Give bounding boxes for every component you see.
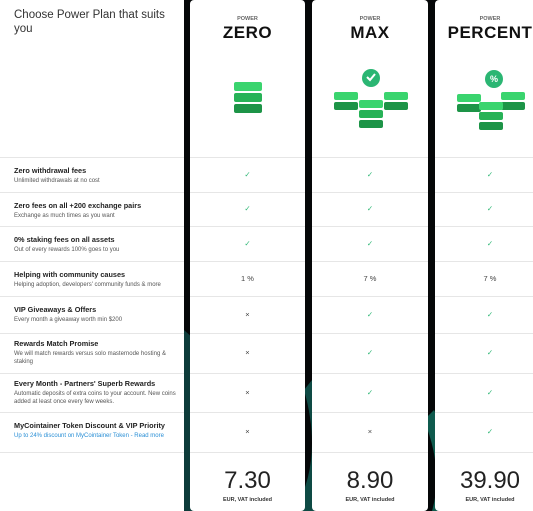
feature-value: × xyxy=(245,427,250,436)
feature-subtitle: Helping adoption, developers' community … xyxy=(14,282,161,288)
row-separator xyxy=(0,157,184,158)
feature-value: ✓ xyxy=(366,387,374,397)
row-separator xyxy=(190,412,305,413)
feature-value: ✓ xyxy=(244,169,251,179)
feature-value: ✓ xyxy=(486,169,494,179)
row-separator xyxy=(435,452,533,453)
row-separator xyxy=(312,261,428,262)
row-separator xyxy=(0,261,184,262)
plan-price: 8.90 xyxy=(346,467,394,494)
feature-title: VIP Giveaways & Offers xyxy=(14,305,97,314)
row-separator xyxy=(435,296,533,297)
row-separator xyxy=(190,226,305,227)
feature-title: Helping with community causes xyxy=(14,270,126,279)
row-separator xyxy=(190,157,305,158)
row-separator xyxy=(0,192,184,193)
row-separator xyxy=(312,412,428,413)
row-separator xyxy=(0,373,184,374)
row-separator xyxy=(0,296,184,297)
feature-value: 1 % xyxy=(241,273,254,283)
row-separator xyxy=(312,226,428,227)
feature-value: ✓ xyxy=(486,309,494,319)
feature-value: ✓ xyxy=(366,348,374,357)
row-separator xyxy=(435,157,533,158)
page-title: Choose Power Plan that suits you xyxy=(14,9,165,35)
plan-name: PERCENT xyxy=(447,23,533,42)
feature-column: Choose Power Plan that suits you xyxy=(0,0,184,511)
row-separator xyxy=(435,373,533,374)
plan-card: % xyxy=(435,0,533,511)
plan-icon xyxy=(334,69,408,128)
plan-name: MAX xyxy=(350,23,390,42)
row-separator xyxy=(190,452,305,453)
feature-value: × xyxy=(367,427,373,436)
feature-value: ✓ xyxy=(366,169,374,179)
feature-subtitle: Unlimited withdrawals at no cost xyxy=(14,178,100,184)
feature-subtitle: Every month a giveaway worth min $200 xyxy=(14,317,123,323)
svg-text:%: % xyxy=(490,74,498,84)
feature-value: ✓ xyxy=(486,427,494,436)
feature-subtitle[interactable]: Up to 24% discount on MyCointainer Token… xyxy=(14,433,164,439)
feature-value: ✓ xyxy=(244,204,251,213)
feature-value: ✓ xyxy=(486,348,494,357)
plan-icon xyxy=(234,82,262,113)
feature-title: 0% staking fees on all assets xyxy=(14,235,115,244)
feature-title: Zero withdrawal fees xyxy=(14,166,87,175)
plan-card xyxy=(190,0,305,511)
feature-value: 7 % xyxy=(483,273,497,283)
feature-title: Zero fees on all +200 exchange pairs xyxy=(14,201,142,210)
feature-value: ✓ xyxy=(486,387,494,397)
feature-value: ✓ xyxy=(244,238,251,248)
row-separator xyxy=(435,333,533,334)
row-separator xyxy=(312,373,428,374)
feature-value: ✓ xyxy=(366,309,374,319)
row-separator xyxy=(312,452,428,453)
row-separator xyxy=(190,261,305,262)
row-separator xyxy=(312,157,428,158)
feature-value: × xyxy=(245,309,250,319)
row-separator xyxy=(0,452,184,453)
row-separator xyxy=(0,412,184,413)
price-note: EUR, VAT included xyxy=(465,497,515,503)
feature-value: ✓ xyxy=(366,238,374,248)
row-separator xyxy=(190,333,305,334)
feature-subtitle: Exchange as much times as you want xyxy=(14,213,115,219)
row-separator xyxy=(190,373,305,374)
plan-label: POWER xyxy=(237,16,258,22)
feature-title: Every Month - Partners' Superb Rewards xyxy=(14,379,156,388)
feature-value: ✓ xyxy=(486,238,494,248)
feature-value: ✓ xyxy=(486,204,494,213)
feature-subtitle: Automatic deposits of extra coins to you… xyxy=(14,391,176,405)
plan-name: ZERO xyxy=(222,23,273,42)
plan-label: POWER xyxy=(359,16,381,22)
plan-icon: % xyxy=(457,70,525,130)
row-separator xyxy=(312,296,428,297)
feature-subtitle: Out of every rewards 100% goes to you xyxy=(14,247,120,253)
feature-value: ✓ xyxy=(366,204,374,213)
row-separator xyxy=(190,192,305,193)
row-separator xyxy=(435,261,533,262)
price-note: EUR, VAT included xyxy=(223,497,272,503)
row-separator xyxy=(0,333,184,334)
row-separator xyxy=(312,333,428,334)
row-separator xyxy=(312,192,428,193)
plan-label: POWER xyxy=(479,16,501,22)
plan-card xyxy=(312,0,428,511)
feature-title: Rewards Match Promise xyxy=(14,339,99,348)
row-separator xyxy=(190,296,305,297)
price-note: EUR, VAT included xyxy=(345,497,395,503)
row-separator xyxy=(435,226,533,227)
feature-title: MyCointainer Token Discount & VIP Priori… xyxy=(14,421,165,430)
plan-price: 7.30 xyxy=(224,467,271,494)
row-separator xyxy=(0,226,184,227)
feature-subtitle: We will match rewards versus solo master… xyxy=(14,351,166,365)
plan-price: 39.90 xyxy=(459,467,521,494)
row-separator xyxy=(435,412,533,413)
feature-value: 7 % xyxy=(363,273,377,283)
feature-value: × xyxy=(245,387,250,397)
feature-value: × xyxy=(245,348,250,357)
row-separator xyxy=(435,192,533,193)
